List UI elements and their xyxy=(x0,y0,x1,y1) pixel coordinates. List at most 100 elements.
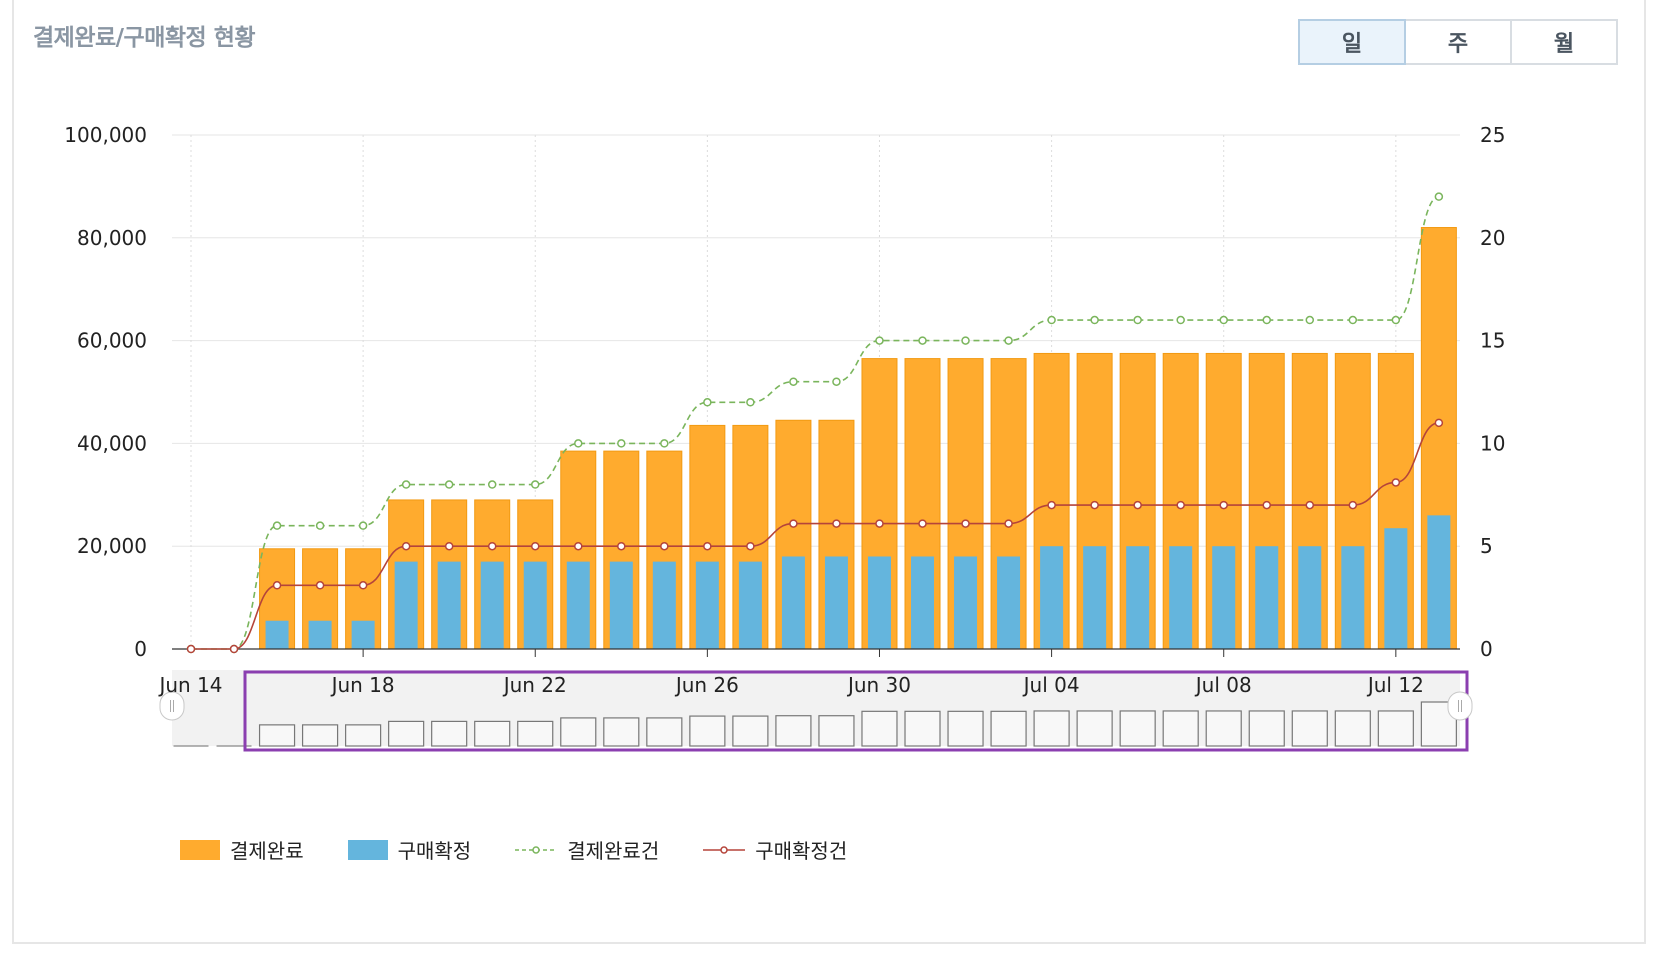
navigator-bar xyxy=(818,715,855,747)
point-confirm-count xyxy=(1176,500,1185,510)
point-payment-count xyxy=(789,377,798,386)
point-payment-count xyxy=(1047,315,1056,325)
navigator-bar xyxy=(560,717,597,747)
line-confirm-count xyxy=(191,422,1440,650)
point-payment-count xyxy=(617,439,626,448)
bar-confirm xyxy=(824,556,848,649)
point-confirm-count xyxy=(832,519,841,528)
bar-confirm xyxy=(437,561,461,649)
navigator-bar xyxy=(258,724,296,747)
point-confirm-count xyxy=(229,644,239,654)
point-payment-count xyxy=(1391,315,1401,325)
point-confirm-count xyxy=(918,519,927,528)
point-confirm-count xyxy=(1219,500,1228,510)
bar-confirm xyxy=(911,556,935,649)
point-confirm-count xyxy=(487,541,497,551)
legend-item-payment-count[interactable]: 결제완료건 xyxy=(515,835,659,864)
y-right-tick-label: 10 xyxy=(1480,431,1505,455)
point-confirm-count xyxy=(660,541,669,551)
point-confirm-count xyxy=(186,644,196,654)
point-confirm-count xyxy=(315,581,325,590)
legend-label-payment-count: 결제완료건 xyxy=(567,839,660,863)
point-confirm-count xyxy=(1133,500,1142,510)
bar-confirm xyxy=(867,556,891,649)
point-confirm-count xyxy=(875,519,884,528)
x-tick-label: Jul 04 xyxy=(1022,673,1080,697)
point-payment-count xyxy=(961,336,970,345)
x-tick-label: Jun 14 xyxy=(157,673,222,697)
bar-confirm xyxy=(1298,546,1322,649)
navigator-bar xyxy=(1291,710,1328,747)
point-confirm-count xyxy=(444,541,454,551)
x-tick-label: Jun 30 xyxy=(846,673,911,697)
navigator-bar xyxy=(1119,710,1156,747)
bar-confirm xyxy=(609,561,633,649)
navigator-bar xyxy=(388,720,425,747)
y-right-tick-label: 25 xyxy=(1480,123,1505,147)
y-right-tick-label: 5 xyxy=(1480,534,1493,558)
x-tick-label: Jun 22 xyxy=(502,673,567,697)
navigator-handle-left[interactable] xyxy=(159,691,185,721)
legend-line-payment-count xyxy=(515,845,558,854)
point-confirm-count xyxy=(746,541,755,551)
point-payment-count xyxy=(918,336,927,345)
navigator-bar xyxy=(1377,710,1414,747)
legend-label-confirm: 구매확정 xyxy=(397,839,472,863)
navigator-handle-right[interactable] xyxy=(1447,691,1473,721)
point-confirm-count xyxy=(617,541,626,551)
legend-label-confirm-count: 구매확정건 xyxy=(755,839,848,863)
legend-item-confirm[interactable]: 구매확정 xyxy=(347,835,472,864)
navigator-bar xyxy=(1205,710,1242,747)
bar-confirm xyxy=(308,620,332,649)
navigator-bar xyxy=(1248,710,1285,747)
legend-item-payment[interactable]: 결제완료 xyxy=(180,835,304,864)
x-tick-label: Jun 26 xyxy=(674,673,739,697)
navigator-bar xyxy=(1033,710,1070,747)
point-confirm-count xyxy=(703,541,712,551)
navigator-bar xyxy=(431,720,468,747)
point-payment-count xyxy=(1090,315,1099,325)
point-confirm-count xyxy=(530,541,540,551)
chart-legend: 결제완료 구매확정 결제완료건 구매확정건 xyxy=(180,835,891,864)
point-payment-count xyxy=(1219,315,1228,325)
navigator-bar xyxy=(947,710,984,747)
bar-confirm xyxy=(1169,546,1193,649)
y-left-tick-label: 20,000 xyxy=(77,534,147,558)
line-payment-count xyxy=(191,195,1440,650)
navigator-bar xyxy=(775,715,812,747)
bar-confirm xyxy=(1126,546,1150,649)
navigator-bar xyxy=(1334,710,1371,747)
point-payment-count xyxy=(487,480,497,489)
point-payment-count xyxy=(401,480,411,489)
page-title: 결제완료/구매확정 현황 xyxy=(33,25,256,51)
bar-confirm xyxy=(781,556,805,649)
point-payment-count xyxy=(1176,315,1185,325)
y-left-tick-label: 0 xyxy=(134,637,147,661)
navigator-bar xyxy=(1162,710,1199,747)
y-left-tick-label: 100,000 xyxy=(64,123,147,147)
point-payment-count xyxy=(574,439,583,448)
bar-confirm xyxy=(566,561,590,649)
point-confirm-count xyxy=(1262,500,1271,510)
navigator-bar xyxy=(904,710,941,747)
period-month-button[interactable]: 월 xyxy=(1510,19,1618,65)
bar-confirm xyxy=(1040,546,1064,649)
point-confirm-count xyxy=(272,581,282,590)
point-confirm-count xyxy=(1305,500,1315,510)
period-day-button[interactable]: 일 xyxy=(1298,19,1406,65)
bar-confirm xyxy=(738,561,762,649)
bar-confirm xyxy=(394,561,418,649)
legend-line-confirm-count xyxy=(703,845,746,854)
point-payment-count xyxy=(444,480,454,489)
legend-item-confirm-count[interactable]: 구매확정건 xyxy=(703,835,847,864)
y-left-tick-label: 80,000 xyxy=(77,226,147,250)
point-payment-count xyxy=(1348,315,1358,325)
navigator-bar xyxy=(517,720,554,747)
legend-swatch-confirm xyxy=(347,839,388,860)
x-tick-label: Jun 18 xyxy=(330,673,395,697)
bar-confirm xyxy=(954,556,978,649)
y-right-tick-label: 0 xyxy=(1480,637,1493,661)
point-payment-count xyxy=(1262,315,1271,325)
bar-confirm xyxy=(1384,528,1408,649)
y-right-tick-label: 20 xyxy=(1480,226,1505,250)
